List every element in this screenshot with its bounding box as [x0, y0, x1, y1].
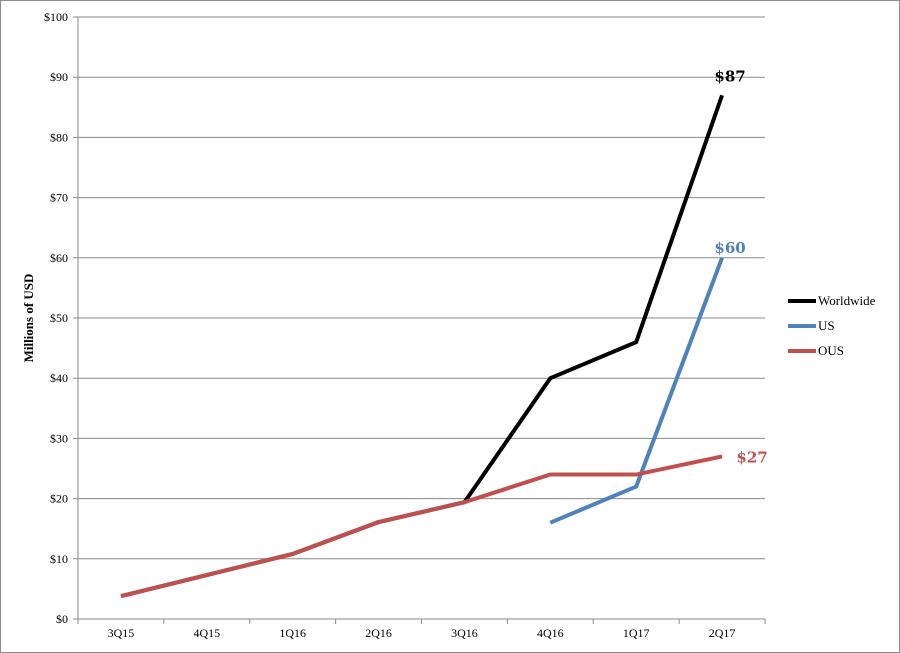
x-tick-label: 4Q16	[537, 626, 564, 640]
y-tick-label: $20	[50, 492, 68, 506]
y-tick-labels: $0 $10 $20 $30 $40 $50 $60 $70 $80 $90 $100	[44, 10, 68, 626]
y-tick-label: $50	[50, 311, 68, 325]
x-tick-labels: 3Q15 4Q15 1Q16 2Q16 3Q16 4Q16 1Q17 2Q17	[108, 626, 736, 640]
y-tick-label: $60	[50, 251, 68, 265]
legend: Worldwide US OUS	[788, 293, 876, 358]
y-tick-label: $30	[50, 431, 68, 445]
y-tick-label: $80	[50, 130, 68, 144]
gridlines	[73, 16, 765, 620]
y-tick-label: $100	[44, 10, 68, 24]
end-label-ous: $27	[736, 448, 767, 466]
x-tick-label: 4Q15	[193, 626, 220, 640]
series-line-ous	[120, 454, 723, 599]
end-label-worldwide: $87	[714, 67, 745, 85]
series-line-worldwide	[120, 94, 724, 599]
legend-label: OUS	[818, 343, 844, 358]
x-tick-label: 3Q15	[108, 626, 135, 640]
legend-label: US	[818, 318, 835, 333]
x-tick-label: 1Q17	[623, 626, 650, 640]
y-tick-label: $0	[56, 612, 68, 626]
end-labels: $87 $60 $27	[714, 67, 767, 466]
axes	[77, 17, 766, 624]
end-label-us: $60	[714, 239, 745, 257]
series-lines	[120, 94, 724, 599]
x-tick-label: 2Q16	[365, 626, 392, 640]
y-axis-label: Millions of USD	[21, 274, 36, 363]
y-tick-label: $10	[50, 552, 68, 566]
y-tick-label: $90	[50, 70, 68, 84]
x-tick-label: 2Q17	[709, 626, 736, 640]
y-tick-label: $70	[50, 191, 68, 205]
legend-label: Worldwide	[818, 293, 876, 308]
x-tick-label: 3Q16	[451, 626, 478, 640]
y-tick-label: $40	[50, 371, 68, 385]
series-line-us	[549, 257, 724, 525]
x-tick-label: 1Q16	[279, 626, 306, 640]
